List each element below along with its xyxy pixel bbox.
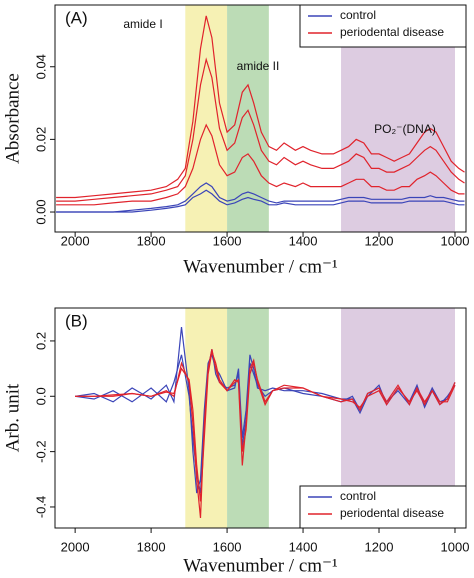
y-tick-label: 0.0 <box>33 387 48 405</box>
x-tick-label: 2000 <box>61 233 90 248</box>
plot-frame <box>54 307 467 529</box>
y-tick-label: 0.00 <box>33 199 48 224</box>
spectrum <box>56 182 465 213</box>
x-axis-title: Wavenumber / cm⁻¹ <box>183 555 338 576</box>
y-axis-title: Arb. unit <box>2 383 23 452</box>
spectrum <box>56 57 465 202</box>
x-tick-label: 1000 <box>441 539 470 554</box>
x-tick-label: 1800 <box>137 539 166 554</box>
x-tick-label: 1600 <box>213 539 242 554</box>
band-label: PO₂⁻(DNA) <box>374 122 436 136</box>
band <box>227 308 269 528</box>
panel-label: (A) <box>65 8 88 27</box>
x-tick-label: 1200 <box>365 539 394 554</box>
legend-label: control <box>340 489 376 503</box>
band <box>227 5 269 232</box>
x-tick-label: 1400 <box>289 233 318 248</box>
band-label: amide II <box>237 59 280 73</box>
y-axis-title: Absorbance <box>2 73 23 164</box>
legend-label: periodental disease <box>340 25 444 39</box>
panel-label: (B) <box>65 311 88 330</box>
spectrum <box>56 123 465 206</box>
spectrum <box>56 189 465 213</box>
y-tick-label: -0.4 <box>33 496 48 518</box>
x-tick-label: 2000 <box>61 539 90 554</box>
legend-box <box>299 4 467 48</box>
x-tick-label: 1200 <box>365 233 394 248</box>
x-tick-label: 1400 <box>289 539 318 554</box>
spectrum <box>75 351 456 502</box>
legend-label: periodental disease <box>340 506 444 520</box>
x-tick-label: 1600 <box>213 233 242 248</box>
y-tick-label: 0.02 <box>33 127 48 152</box>
band-label: amide I <box>123 17 162 31</box>
y-tick-label: 0.2 <box>33 332 48 350</box>
x-tick-label: 1800 <box>137 233 166 248</box>
legend-box <box>299 485 467 529</box>
y-tick-label: 0.04 <box>33 54 48 79</box>
spectrum <box>56 15 465 199</box>
x-tick-label: 1000 <box>441 233 470 248</box>
x-axis-title: Wavenumber / cm⁻¹ <box>183 256 338 277</box>
legend-label: control <box>340 8 376 22</box>
y-tick-label: -0.2 <box>33 440 48 462</box>
plot-frame <box>54 4 467 233</box>
